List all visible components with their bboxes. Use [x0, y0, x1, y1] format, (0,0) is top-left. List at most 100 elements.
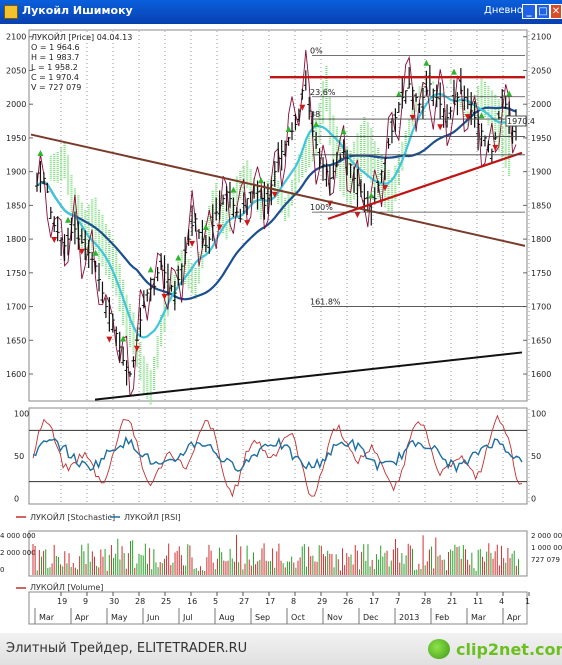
time-axis-month-label: May [111, 613, 128, 622]
buy-signal-arrow [202, 224, 209, 231]
fibonacci-level-label: 23.6% [310, 88, 336, 97]
uptrend-support-line [94, 351, 523, 401]
clip2net-logo: clip2net.com [428, 636, 562, 662]
time-axis-month-label: Aug [219, 613, 235, 622]
buy-signal-arrow [175, 254, 182, 261]
time-axis-day-label: 5 [213, 597, 218, 606]
sell-signal-arrow [244, 220, 251, 227]
time-axis-day-label: 25 [161, 597, 171, 606]
time-axis-day-label: 11 [473, 597, 483, 606]
last-price-label: 1970.4 [507, 117, 535, 126]
price-axis-label-left: 1650 [6, 336, 26, 345]
buy-signal-arrow [230, 186, 237, 193]
time-axis-month-label: Dec [363, 613, 378, 622]
time-axis-month-label: Jul [182, 613, 193, 622]
volume-axis-label-left: 2 000 000 [0, 549, 36, 557]
time-axis-month-label: Oct [291, 613, 305, 622]
chart-window[interactable]: 1600 1600 1650 1650 1700 1700 1750 1750 1800 1800… [0, 24, 562, 633]
buy-signal-arrow [92, 249, 99, 256]
time-axis-month-label: Mar [471, 613, 487, 622]
fibonacci-level-label: 38 [310, 110, 320, 119]
volume-axis-label-left: 0 [0, 566, 4, 574]
buy-signal-arrow [120, 335, 127, 342]
sell-signal-arrow [133, 345, 140, 352]
last-price-box [505, 115, 527, 127]
time-axis-day-label: 28 [135, 597, 145, 606]
price-axis-label-left: 2100 [6, 33, 26, 42]
maximize-button[interactable]: □ [536, 4, 550, 19]
info-open: O = 1 964.6 [31, 43, 80, 52]
time-axis-day-label: 17 [265, 597, 275, 606]
volume-axis-label-right: 1 000 000 [531, 544, 562, 552]
time-axis-day-label: 8 [291, 597, 296, 606]
volume-axis-label-right: 727 079 [531, 556, 560, 564]
info-volume: V = 727 079 [31, 83, 81, 92]
sell-signal-arrow [271, 191, 278, 198]
close-button[interactable]: ✕ [550, 4, 562, 19]
app-icon [4, 5, 18, 19]
price-axis-label-right: 1600 [531, 370, 551, 379]
price-axis-label-left: 1800 [6, 235, 26, 244]
footer-credit: Элитный Трейдер, ELITETRADER.RU [6, 641, 248, 656]
sell-signal-arrow [189, 240, 196, 247]
sell-signal-arrow [161, 293, 168, 300]
time-axis-day-label: 9 [83, 597, 88, 606]
time-axis-month-label: Mar [39, 613, 55, 622]
sell-signal-arrow [382, 184, 389, 191]
window-title: Лукойл Ишимоку [22, 4, 133, 17]
time-axis-day-label: 29 [317, 597, 327, 606]
price-axis-label-right: 1850 [531, 201, 551, 210]
price-axis-label-right: 1950 [531, 134, 551, 143]
window-titlebar: Лукойл Ишимоку Дневной _ □ ✕ [0, 0, 562, 24]
oscillator-axis-label-left: 0 [14, 495, 19, 504]
buy-signal-arrow [37, 149, 44, 156]
sell-signal-arrow [464, 114, 471, 121]
stochastic-legend: ЛУКОЙЛ [Stochastic] [30, 511, 115, 522]
info-high: H = 1 983.7 [31, 53, 79, 62]
info-header: ЛУКОЙЛ [Price] 04.04.13 [31, 31, 132, 42]
oscillator-axis-label-right: 100 [531, 409, 546, 418]
oscillator-axis-label-left: 50 [14, 452, 24, 461]
sell-signal-arrow [437, 124, 444, 131]
buy-signal-arrow [147, 266, 154, 273]
info-low: L = 1 958.2 [31, 63, 78, 72]
time-axis-month-label: Apr [75, 613, 90, 622]
sell-signal-arrow [78, 248, 85, 255]
buy-signal-arrow [285, 125, 292, 132]
oscillator-panel[interactable] [28, 407, 528, 505]
price-axis-label-right: 1900 [531, 168, 551, 177]
time-axis-day-label: 1 [525, 597, 530, 606]
price-axis-label-left: 1600 [6, 370, 26, 379]
sell-signal-arrow [216, 224, 223, 231]
time-axis-day-label: 4 [499, 597, 504, 606]
price-axis-label-right: 1700 [531, 303, 551, 312]
fast-moving-average [36, 93, 517, 339]
time-axis-month-label: Jun [146, 613, 160, 622]
logo-part-main: clip [456, 640, 488, 659]
logo-part-accent: 2 [487, 640, 500, 659]
time-axis-month-label: Feb [435, 613, 449, 622]
fibonacci-level-label: 100% [310, 203, 333, 212]
minimize-button[interactable]: _ [522, 4, 536, 19]
clip2net-logo-icon [428, 639, 450, 659]
time-axis-day-label: 19 [57, 597, 67, 606]
price-panel[interactable] [28, 29, 528, 402]
sell-signal-arrow [51, 236, 58, 243]
price-axis-label-left: 1700 [6, 303, 26, 312]
footer-bar: Элитный Трейдер, ELITETRADER.RU clip2net… [0, 633, 562, 665]
time-axis-month-label: 2013 [399, 613, 419, 622]
time-axis-day-label: 16 [187, 597, 197, 606]
logo-part-end: net.com [499, 640, 562, 659]
price-axis-label-left: 1900 [6, 168, 26, 177]
oscillator-axis-label-right: 0 [531, 495, 536, 504]
clip2net-logo-text: clip2net.com [456, 640, 562, 659]
sell-signal-arrow [299, 104, 306, 111]
price-axis-label-left: 1750 [6, 269, 26, 278]
buy-signal-arrow [450, 68, 457, 75]
buy-signal-arrow [313, 120, 320, 127]
buy-signal-arrow [423, 59, 430, 66]
volume-legend: ЛУКОЙЛ [Volume] [30, 581, 103, 592]
price-axis-label-right: 2000 [531, 100, 551, 109]
buy-signal-arrow [257, 177, 264, 184]
